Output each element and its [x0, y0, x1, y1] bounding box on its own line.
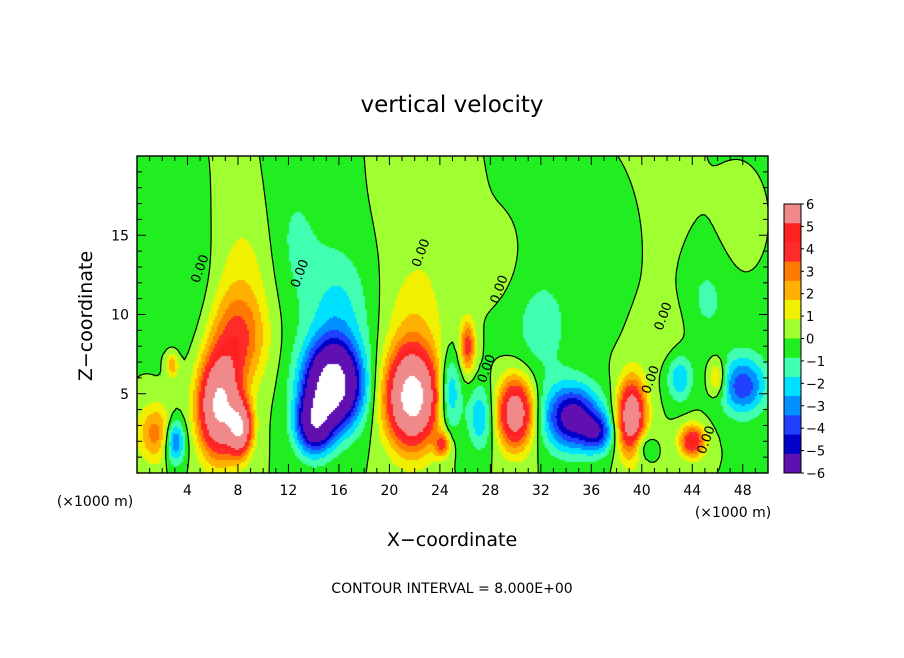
colorbar-tick-label: 6 — [806, 198, 814, 213]
colorbar-tick-label: −1 — [806, 355, 825, 370]
colorbar-swatch — [784, 357, 801, 378]
colorbar: 6 5 4 3 2 1 0 −1 −2 −3 −4 −5 −6 — [783, 198, 825, 482]
contour-interval-label: CONTOUR INTERVAL = 8.000E+00 — [331, 581, 572, 597]
colorbar-tick-label: 5 — [806, 220, 814, 235]
colorbar-swatch — [784, 453, 801, 474]
x-tick-label: 44 — [683, 483, 701, 499]
velocity-field-image — [137, 156, 768, 473]
y-axis-label: Z−coordinate — [75, 251, 97, 381]
plot-area: 0.00 0.000.000.00 0.000.000.000.004 8 12 16 20… — [111, 155, 769, 499]
x-tick-label: 32 — [532, 483, 550, 499]
colorbar-swatch — [784, 338, 801, 359]
x-tick-label: 20 — [380, 483, 398, 499]
colorbar-tick-label: −5 — [806, 445, 825, 460]
colorbar-swatch — [784, 280, 801, 301]
x-tick-label: 4 — [183, 483, 192, 499]
x-axis-label: X−coordinate — [387, 529, 517, 551]
colorbar-tick-label: −2 — [806, 377, 825, 392]
colorbar-tick-label: −6 — [806, 467, 825, 482]
colorbar-swatch — [784, 261, 801, 282]
colorbar-tick-label: 1 — [806, 310, 814, 325]
x-tick-label: 16 — [330, 483, 348, 499]
colorbar-swatch — [784, 415, 801, 436]
colorbar-tick-label: 3 — [806, 265, 814, 280]
x-unit-label-left: (×1000 m) — [57, 494, 133, 510]
colorbar-swatch — [784, 242, 801, 263]
x-tick-label: 28 — [481, 483, 499, 499]
colorbar-swatch — [784, 434, 801, 455]
colorbar-tick-label: −4 — [806, 422, 825, 437]
y-tick-label: 15 — [111, 228, 129, 244]
x-tick-label: 48 — [734, 483, 752, 499]
colorbar-swatch — [784, 396, 801, 416]
colorbar-swatch — [784, 376, 801, 397]
x-tick-label: 36 — [582, 483, 600, 499]
colorbar-tick-label: 4 — [806, 243, 814, 258]
x-tick-label: 24 — [431, 483, 449, 499]
colorbar-tick-label: −3 — [806, 400, 825, 415]
colorbar-tick-label: 2 — [806, 288, 814, 303]
zero-contour-line — [136, 155, 769, 474]
y-tick-label: 5 — [120, 387, 129, 403]
y-tick-label: 10 — [111, 308, 129, 324]
x-tick-label: 8 — [233, 483, 242, 499]
x-unit-label-right: (×1000 m) — [695, 505, 771, 521]
colorbar-swatch — [784, 319, 801, 339]
chart-title: vertical velocity — [361, 92, 544, 118]
colorbar-tick-label: 0 — [806, 333, 814, 348]
colorbar-swatch — [784, 204, 801, 224]
colorbar-swatch — [784, 223, 801, 243]
x-tick-label: 12 — [280, 483, 298, 499]
colorbar-swatch — [784, 300, 801, 320]
x-tick-label: 40 — [633, 483, 651, 499]
